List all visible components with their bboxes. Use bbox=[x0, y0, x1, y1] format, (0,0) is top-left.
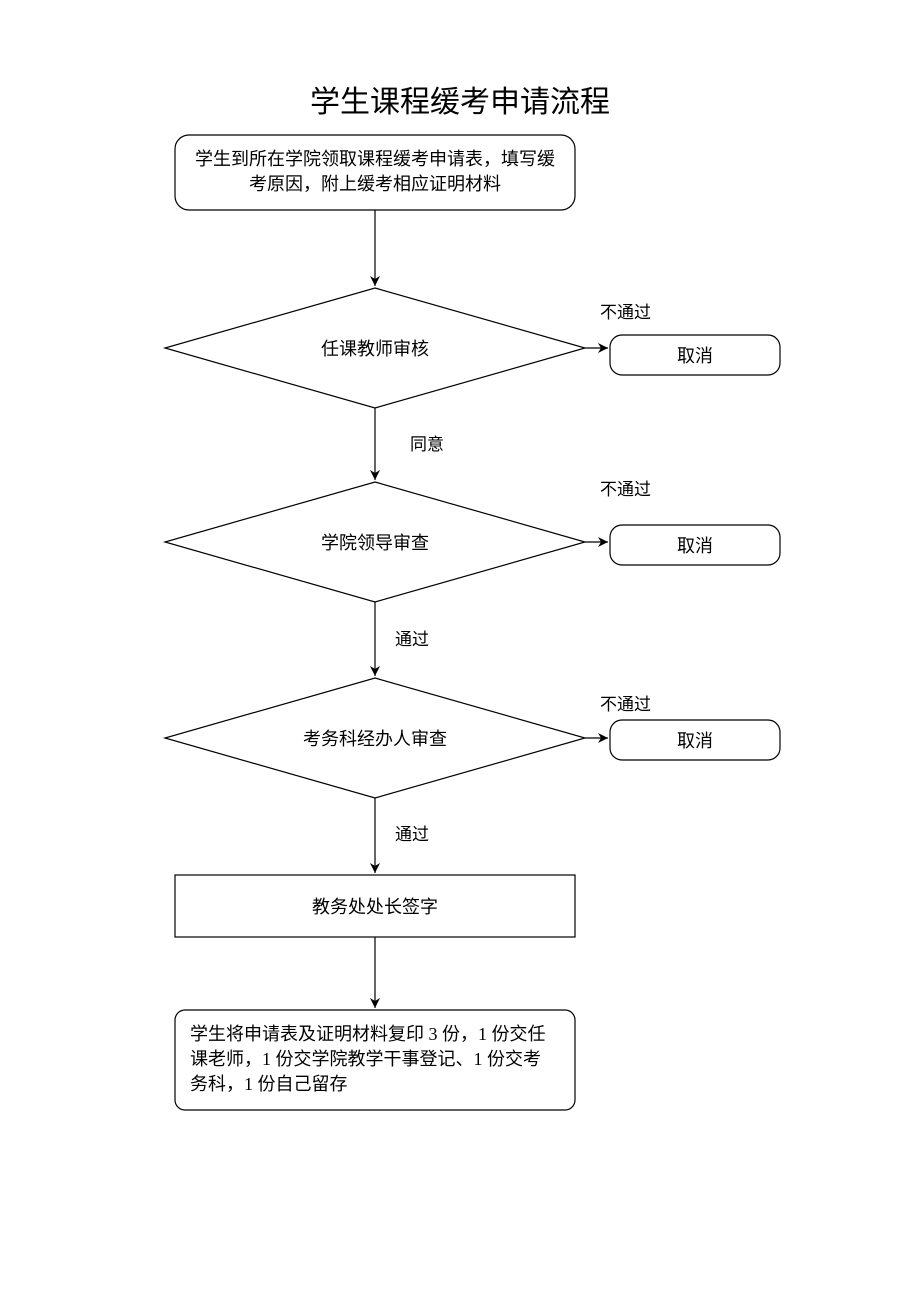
start-node bbox=[175, 135, 575, 210]
edge-d2-fail-label: 不通过 bbox=[600, 480, 651, 499]
end-node-line3: 务科，1 份自己留存 bbox=[190, 1074, 348, 1094]
edge-d1-fail-label: 不通过 bbox=[600, 303, 651, 322]
flowchart-title: 学生课程缓考申请流程 bbox=[310, 86, 610, 119]
decision-college-label: 学院领导审查 bbox=[321, 533, 429, 553]
edge-d1-agree-label: 同意 bbox=[410, 435, 444, 454]
end-node-line2: 课老师，1 份交学院教学干事登记、1 份交考 bbox=[190, 1049, 541, 1069]
edge-d3-pass-label: 通过 bbox=[395, 825, 429, 844]
edge-d2-pass-label: 通过 bbox=[395, 630, 429, 649]
decision-teacher-label: 任课教师审核 bbox=[321, 339, 429, 359]
edge-d3-fail-label: 不通过 bbox=[600, 695, 651, 714]
decision-exam-office-label: 考务科经办人审查 bbox=[303, 729, 447, 749]
process-sign-label: 教务处处长签字 bbox=[312, 897, 438, 917]
flowchart-page: 学生课程缓考申请流程 学生到所在学院领取课程缓考申请表，填写缓 考原因，附上缓考… bbox=[0, 0, 920, 1301]
cancel-1-label: 取消 bbox=[677, 346, 713, 366]
flowchart-svg: 学生课程缓考申请流程 学生到所在学院领取课程缓考申请表，填写缓 考原因，附上缓考… bbox=[0, 0, 920, 1301]
cancel-2-label: 取消 bbox=[677, 536, 713, 556]
end-node-line1: 学生将申请表及证明材料复印 3 份，1 份交任 bbox=[190, 1024, 546, 1044]
start-node-line1: 学生到所在学院领取课程缓考申请表，填写缓 bbox=[195, 149, 555, 169]
start-node-line2: 考原因，附上缓考相应证明材料 bbox=[249, 174, 501, 194]
cancel-3-label: 取消 bbox=[677, 731, 713, 751]
